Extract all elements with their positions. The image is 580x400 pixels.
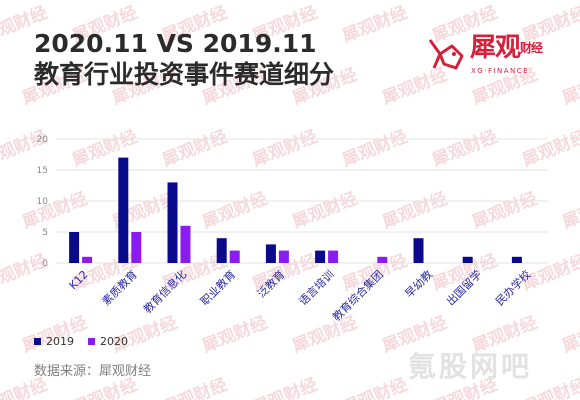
x-tick-label: 职业教育 [197, 267, 238, 308]
x-tick-label: K12 [67, 268, 91, 292]
title-line-2: 教育行业投资事件赛道细分 [34, 60, 335, 89]
bar-2019-6 [315, 250, 326, 263]
logo-name-text: 犀观 [470, 33, 521, 63]
x-tick-label: 早幼教 [403, 268, 436, 301]
x-tick-label: 语言培训 [296, 267, 337, 308]
bar-2020-6 [328, 250, 339, 263]
x-tick-label: 教育信息化 [140, 267, 189, 316]
bar-2020-2 [131, 232, 142, 263]
title-line-1: 2020.11 VS 2019.11 [34, 29, 317, 58]
y-tick-label: 10 [37, 197, 49, 207]
bar-2020-3 [180, 225, 191, 263]
bar-2020-1 [82, 256, 93, 263]
logo-subtitle: XG·FINANCE [471, 67, 530, 75]
x-tick-label: 民办学校 [493, 267, 534, 308]
bar-2019-4 [216, 238, 227, 263]
y-tick-label: 5 [42, 228, 48, 238]
x-tick-label: 出国留学 [443, 267, 484, 308]
data-source: 数据来源：犀观财经 [34, 364, 152, 379]
legend-item-2020: 2020 [88, 335, 128, 348]
x-tick-label: 泛教育 [254, 267, 287, 300]
bar-2020-4 [229, 250, 240, 263]
bar-2019-2 [118, 157, 129, 263]
x-tick-label: 教育综合集团 [329, 267, 386, 324]
bar-2019-10 [511, 256, 522, 263]
y-tick-label: 15 [37, 166, 48, 176]
y-tick-label: 20 [37, 135, 49, 145]
logo-suffix: 财经 [520, 41, 543, 55]
legend-label-2019: 2019 [46, 335, 74, 348]
legend: 2019 2020 [34, 335, 128, 348]
bar-2019-3 [167, 182, 178, 263]
legend-swatch-2020 [88, 338, 95, 345]
bar-2019-1 [69, 232, 80, 263]
brand-logo: 犀观财经 XG·FINANCE [426, 30, 556, 82]
legend-item-2019: 2019 [34, 335, 74, 348]
legend-label-2020: 2020 [100, 335, 128, 348]
y-tick-label: 0 [42, 259, 48, 269]
bar-2019-5 [265, 244, 276, 263]
legend-swatch-2019 [34, 338, 41, 345]
chart-title: 2020.11 VS 2019.11 教育行业投资事件赛道细分 [34, 28, 334, 90]
bar-2019-9 [462, 256, 473, 263]
x-tick-label: 素质教育 [99, 267, 140, 308]
rhino-logo-icon [428, 39, 464, 70]
corner-watermark: 氪股网吧 [408, 350, 533, 383]
bar-2020-5 [278, 250, 289, 263]
bar-2019-8 [413, 238, 424, 263]
bar-2020-7 [377, 256, 388, 263]
logo-name: 犀观财经 [470, 33, 543, 63]
